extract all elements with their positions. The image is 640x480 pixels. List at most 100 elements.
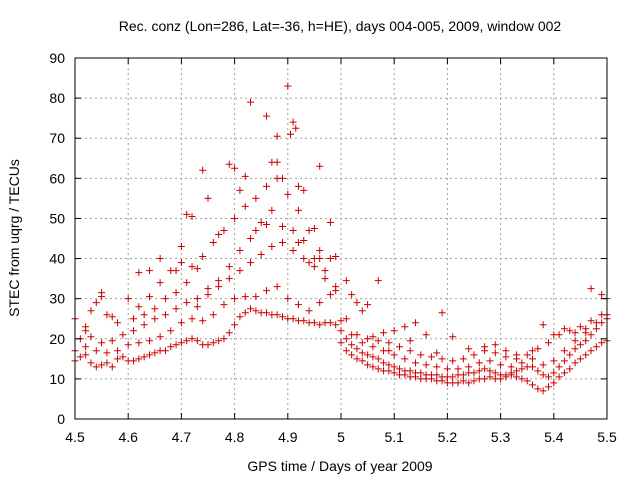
data-point (241, 293, 249, 301)
data-point (289, 247, 297, 255)
data-point (119, 353, 127, 361)
data-point (534, 345, 542, 353)
y-tick-label: 0 (57, 411, 65, 427)
data-point (582, 337, 590, 345)
data-point (252, 194, 260, 202)
data-point (231, 214, 239, 222)
data-point (225, 329, 233, 337)
data-point (278, 222, 286, 230)
data-point (98, 289, 106, 297)
data-point (241, 202, 249, 210)
data-point (140, 321, 148, 329)
data-point (566, 365, 574, 373)
data-point (470, 377, 478, 385)
data-point (92, 363, 100, 371)
data-point (502, 347, 510, 355)
data-point (401, 323, 409, 331)
data-point (560, 325, 568, 333)
data-point (199, 253, 207, 261)
data-point (337, 317, 345, 325)
data-point (374, 277, 382, 285)
data-point (406, 367, 414, 375)
data-point (481, 343, 489, 351)
data-point (550, 357, 558, 365)
y-tick-label: 30 (49, 291, 65, 307)
data-point (193, 303, 201, 311)
data-point (374, 355, 382, 363)
data-point (342, 347, 350, 355)
data-point (135, 303, 143, 311)
data-point (188, 315, 196, 323)
data-point (486, 367, 494, 375)
data-point (560, 347, 568, 355)
data-point (321, 267, 329, 275)
data-point (390, 351, 398, 359)
data-point (215, 277, 223, 285)
data-point (268, 206, 276, 214)
data-point (550, 331, 558, 339)
data-point (502, 353, 510, 361)
data-point (571, 337, 579, 345)
data-point (300, 237, 308, 245)
data-point (284, 190, 292, 198)
data-point (188, 263, 196, 271)
data-point (130, 327, 138, 335)
data-point (161, 347, 169, 355)
data-point (571, 359, 579, 367)
data-point (151, 305, 159, 313)
data-point (566, 327, 574, 335)
data-point (592, 319, 600, 327)
data-point (263, 182, 271, 190)
data-point (161, 311, 169, 319)
x-tick-label: 5.3 (491, 429, 511, 445)
data-point (369, 333, 377, 341)
data-point (348, 351, 356, 359)
data-point (263, 309, 271, 317)
data-point (114, 319, 122, 327)
data-point (576, 341, 584, 349)
data-point (114, 347, 122, 355)
data-point (82, 343, 90, 351)
data-point (491, 349, 499, 357)
data-point (348, 341, 356, 349)
data-point (310, 263, 318, 271)
data-point (172, 341, 180, 349)
data-point (209, 339, 217, 347)
x-tick-label: 4.9 (278, 429, 298, 445)
data-point (497, 361, 505, 369)
data-point (204, 194, 212, 202)
grid (75, 58, 607, 419)
y-tick-label: 60 (49, 170, 65, 186)
data-point (539, 387, 547, 395)
data-point (417, 351, 425, 359)
data-point (257, 251, 265, 259)
data-point (156, 255, 164, 263)
data-point (103, 349, 111, 357)
data-point (273, 283, 281, 291)
data-point (518, 365, 526, 373)
data-point (544, 339, 552, 347)
data-point (411, 319, 419, 327)
axis-ticks (74, 57, 608, 420)
data-point (82, 351, 90, 359)
data-point (459, 371, 467, 379)
data-point (145, 293, 153, 301)
data-point (103, 311, 111, 319)
data-point (491, 369, 499, 377)
data-point (358, 357, 366, 365)
data-point (289, 226, 297, 234)
data-points (71, 82, 611, 395)
data-point (284, 295, 292, 303)
data-point (433, 349, 441, 357)
data-point (534, 367, 542, 375)
data-point (231, 295, 239, 303)
data-point (587, 285, 595, 293)
data-point (385, 347, 393, 355)
data-point (449, 357, 457, 365)
data-point (406, 347, 414, 355)
data-point (321, 275, 329, 283)
data-point (353, 355, 361, 363)
data-point (284, 82, 292, 90)
data-point (598, 291, 606, 299)
data-point (172, 267, 180, 275)
